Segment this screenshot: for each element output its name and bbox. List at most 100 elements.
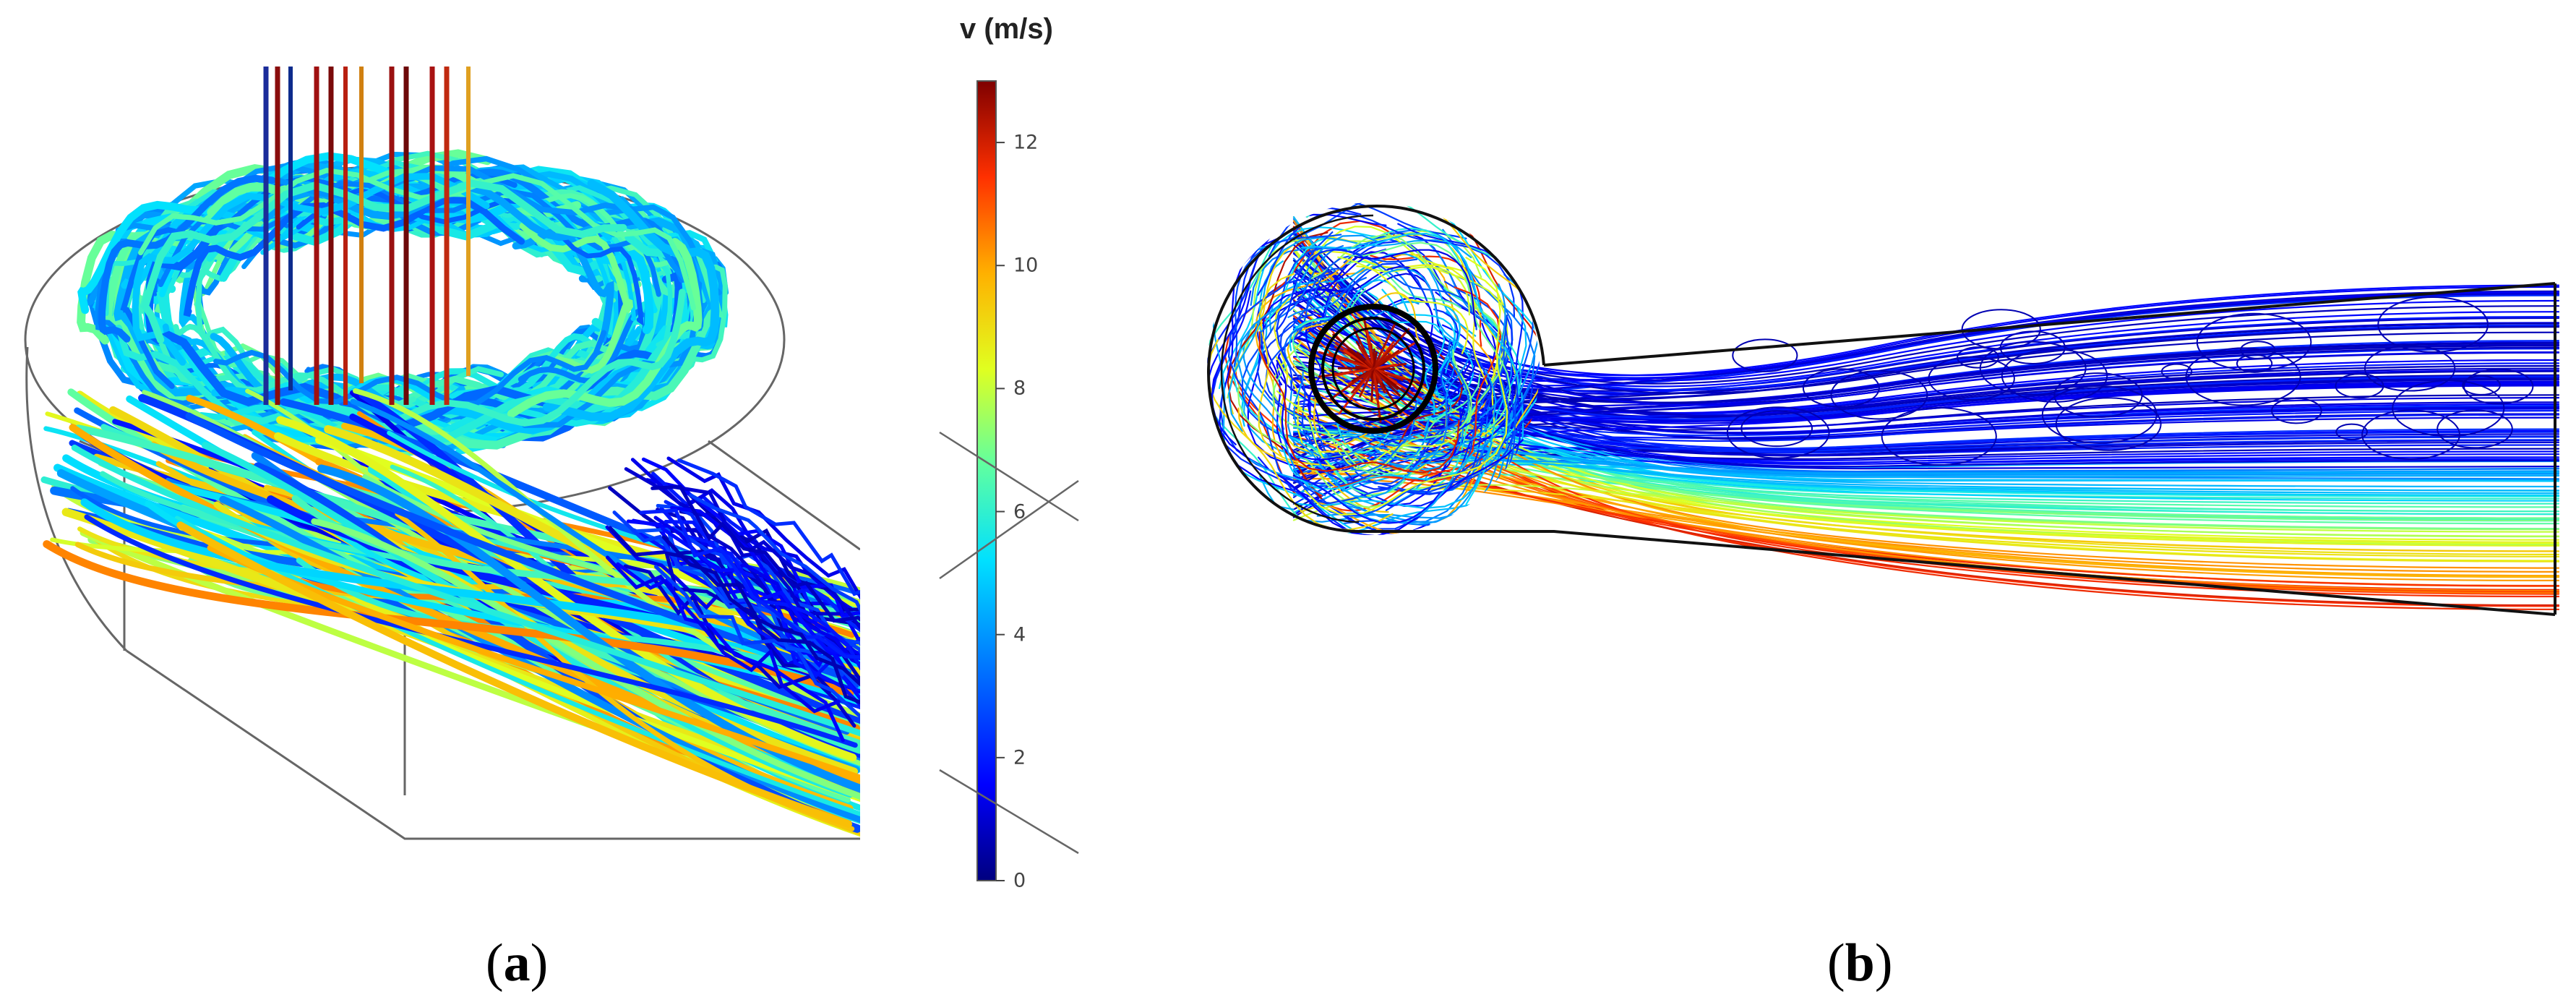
panel-a-caption-letter: a: [503, 933, 531, 993]
colorbar-tick-label-6: 6: [1013, 500, 1026, 523]
streamline-a-outlet: [43, 540, 854, 698]
streamline-b-vortex: [1999, 330, 2066, 364]
colorbar-tick-label-0: 0: [1013, 869, 1026, 892]
streamline-b: [1292, 382, 2560, 516]
streamline-b-vortex: [2364, 345, 2456, 392]
streamline-b-impeller: [1337, 367, 1396, 370]
streamline-b-vortex: [1928, 356, 2015, 401]
streamline-b: [1292, 448, 2560, 510]
streamline-b-vortex: [1979, 341, 2087, 395]
streamline-a-outlet: [253, 462, 860, 833]
colorbar-tick-label-4: 4: [1013, 623, 1026, 646]
panel-a-caption-open: (: [486, 933, 504, 993]
streamline-a-outlet: [185, 412, 860, 686]
streamline-b-swirl: [1278, 355, 1446, 456]
streamline-b-swirl: [1302, 250, 1488, 385]
streamline-b-swirl: [1458, 283, 1508, 481]
panel-b-caption-open: (: [1827, 933, 1845, 993]
streamline-b: [1292, 414, 2560, 442]
streamline-b-impeller: [1365, 360, 1387, 382]
streamline-b-vortex: [2160, 363, 2193, 380]
streamline-a-outlet: [71, 444, 860, 737]
colorbar-axis-lines: [939, 431, 1079, 855]
colorbar-tick-label-8: 8: [1013, 377, 1026, 400]
panel-b-caption: (b): [1827, 933, 1892, 994]
panel-a-3d-streamlines: [24, 67, 860, 840]
colorbar-gradient: [976, 80, 997, 881]
streamline-a: [195, 221, 505, 409]
streamline-b-swirl: [1317, 359, 1473, 473]
streamline-b-vortex: [2001, 348, 2108, 403]
streamline-a: [519, 222, 634, 374]
streamline-b-vortex: [1732, 338, 1798, 373]
streamline-b: [1292, 451, 2560, 495]
streamline-a-wake: [671, 484, 860, 630]
streamline-b-swirl: [1211, 290, 1252, 445]
streamline-a-wake: [605, 555, 841, 714]
streamline-b-vortex: [1961, 309, 2041, 350]
streamline-b: [1292, 252, 2560, 391]
streamline-b-vortex: [2361, 409, 2460, 460]
streamline-b: [1292, 427, 2560, 476]
streamline-a: [376, 168, 688, 440]
streamline-b-swirl: [1265, 268, 1346, 424]
streamline-b-swirl: [1398, 349, 1463, 445]
panel-b-impeller: [1308, 304, 1438, 434]
streamline-b-swirl: [1354, 249, 1477, 327]
streamline-b-swirl: [1301, 232, 1520, 394]
streamline-b-swirl: [1258, 331, 1460, 474]
streamline-b-vortex: [1957, 346, 2000, 369]
streamline-b-vortex: [2377, 296, 2489, 354]
streamline-b-swirl: [1237, 234, 1382, 497]
streamline-b: [1292, 424, 2560, 505]
streamline-b-swirl: [1259, 245, 1344, 334]
streamline-b: [1292, 342, 2560, 429]
panel-a-inlet-tubes: [263, 67, 471, 405]
streamline-a: [139, 179, 627, 344]
streamline-a-wake: [677, 458, 860, 596]
panel-b-caption-letter: b: [1845, 933, 1875, 993]
streamline-a: [98, 174, 276, 343]
streamline-b-swirl: [1289, 369, 1497, 499]
streamline-b-swirl: [1397, 223, 1524, 458]
streamline-b-swirl: [1242, 284, 1308, 430]
streamline-b-vortex: [2055, 397, 2162, 451]
streamline-b: [1292, 362, 2560, 459]
streamline-b-swirl: [1287, 265, 1417, 318]
panel-b-volute-walls: [1206, 204, 2556, 616]
streamline-b-vortex: [2335, 423, 2369, 440]
streamline-b-vortex: [2239, 341, 2276, 360]
streamline-b-impeller: [1333, 363, 1398, 377]
streamline-a-wake: [616, 562, 845, 743]
streamline-b-swirl: [1284, 277, 1367, 367]
streamline-a-outlet: [350, 398, 852, 675]
streamline-b-swirl: [1346, 260, 1461, 309]
streamline-b-vortex: [2462, 375, 2501, 395]
streamline-b-swirl: [1275, 249, 1363, 332]
streamline-b-swirl: [1272, 362, 1381, 476]
streamline-b-swirl: [1321, 374, 1481, 475]
streamline-b-swirl: [1294, 476, 1441, 524]
streamline-b: [1292, 344, 2560, 563]
streamline-b-swirl: [1279, 357, 1439, 469]
streamline-a-wake: [639, 508, 860, 659]
streamline-b-swirl: [1337, 256, 1470, 316]
streamline-a: [173, 323, 376, 416]
streamline-b-swirl: [1454, 322, 1514, 456]
streamline-b-vortex: [1881, 406, 1997, 466]
streamline-b-impeller: [1359, 321, 1397, 398]
streamline-b-impeller: [1358, 346, 1383, 383]
colorbar-tick-label-10: 10: [1013, 254, 1039, 277]
streamline-b-impeller: [1330, 349, 1400, 400]
streamline-b-impeller: [1370, 351, 1378, 380]
streamline-b-swirl: [1356, 265, 1469, 354]
streamline-a-outlet: [176, 521, 852, 828]
streamline-b-vortex: [2392, 380, 2505, 437]
streamline-b-impeller: [1351, 328, 1410, 394]
streamline-b-vortex: [2463, 368, 2534, 405]
streamline-b-vortex: [1726, 406, 1830, 459]
streamline-b-swirl: [1237, 379, 1403, 508]
streamline-b-swirl: [1440, 311, 1456, 411]
colorbar: [939, 80, 1079, 881]
colorbar-title: v (m/s): [960, 13, 1053, 45]
